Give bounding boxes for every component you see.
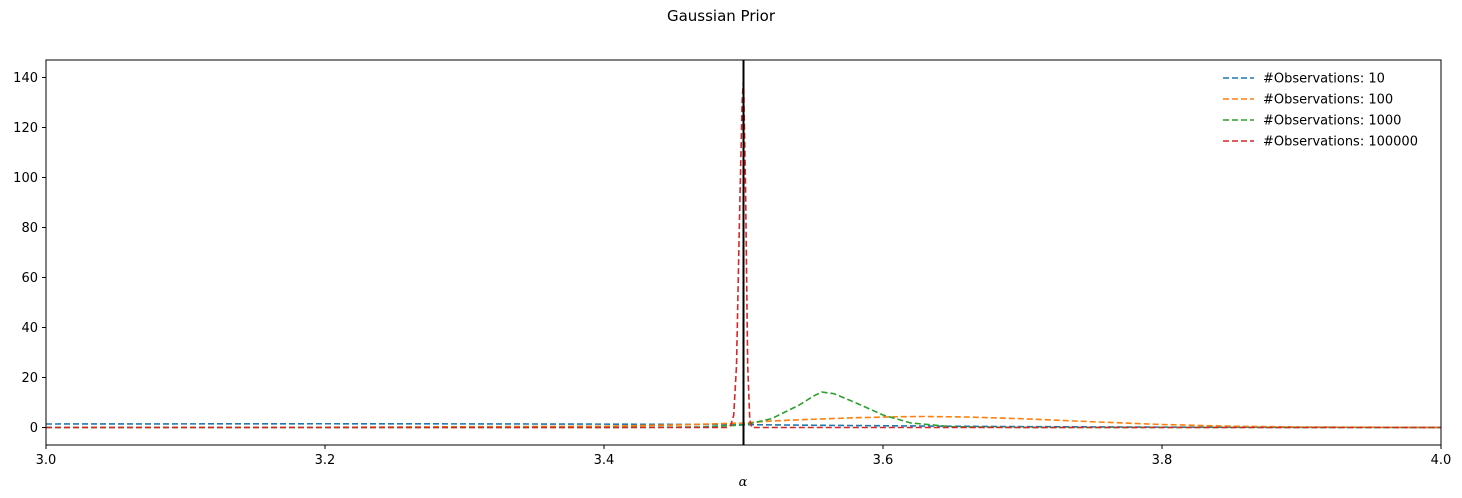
- legend-label-2: #Observations: 1000: [1263, 114, 1401, 129]
- y-tick-label: 120: [13, 121, 38, 136]
- plot-frame: [45, 59, 1442, 446]
- y-tick-label: 40: [21, 321, 38, 336]
- y-tick-label: 100: [13, 171, 38, 186]
- y-tick-label: 80: [21, 221, 38, 236]
- y-tick-label: 140: [13, 71, 38, 86]
- y-tick-label: 60: [21, 271, 38, 286]
- x-tick-label: 3.6: [873, 453, 894, 468]
- x-tick-label: 4.0: [1431, 453, 1452, 468]
- x-axis-label: α: [739, 475, 748, 490]
- series-line-2: [46, 391, 1441, 429]
- x-tick-label: 3.4: [594, 453, 615, 468]
- legend-label-0: #Observations: 10: [1263, 72, 1385, 87]
- x-axis: 3.0 3.2 3.4 3.6 3.8 4.0: [36, 445, 1452, 468]
- x-tick-label: 3.2: [315, 453, 336, 468]
- y-axis: 0 20 40 60 80 100 120 140: [13, 71, 46, 436]
- x-tick-label: 3.0: [36, 453, 57, 468]
- x-tick-label: 3.8: [1152, 453, 1173, 468]
- legend: #Observations: 10 #Observations: 100 #Obse…: [1223, 72, 1418, 150]
- series-layer: [46, 76, 1441, 429]
- series-line-1: [46, 415, 1441, 429]
- y-tick-label: 0: [30, 421, 38, 436]
- chart-title: Gaussian Prior: [667, 7, 776, 25]
- legend-label-1: #Observations: 100: [1263, 93, 1393, 108]
- series-line-3: [46, 76, 1441, 429]
- y-tick-label: 20: [21, 371, 38, 386]
- legend-label-3: #Observations: 100000: [1263, 135, 1418, 150]
